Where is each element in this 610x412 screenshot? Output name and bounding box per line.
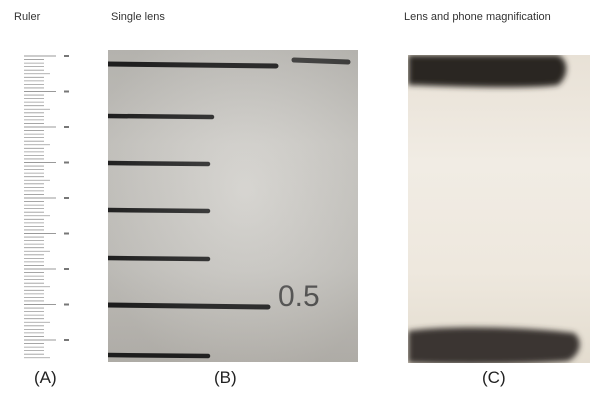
ruler-number-mark xyxy=(64,197,69,199)
lens-ruler-marks: 0.5 xyxy=(108,57,351,359)
ruler-number-mark xyxy=(64,339,69,341)
ruler-image xyxy=(20,50,78,362)
tick-mark xyxy=(108,302,271,310)
ruler-number-mark xyxy=(64,55,69,57)
tick-mark xyxy=(108,113,215,120)
caption-a: (A) xyxy=(34,368,57,387)
lens-phone-title: Lens and phone magnification xyxy=(404,11,551,23)
bottom-mark xyxy=(408,327,580,363)
ruler-number-mark xyxy=(64,268,69,270)
ruler-number-mark xyxy=(64,161,69,164)
single-lens-image: 0.5 xyxy=(108,50,358,362)
top-mark xyxy=(408,55,567,88)
tick-mark xyxy=(108,160,211,167)
ruler-number-mark xyxy=(64,90,69,93)
ruler-title: Ruler xyxy=(14,11,41,23)
tick-mark xyxy=(108,255,211,262)
ruler-number-mark xyxy=(64,232,69,235)
tick-mark xyxy=(108,207,211,214)
ruler-number-mark xyxy=(64,303,69,306)
magnified-marks xyxy=(408,55,580,363)
tick-mark xyxy=(108,61,279,69)
tick-mark xyxy=(108,352,211,359)
single-lens-title: Single lens xyxy=(111,11,165,23)
scale-label: 0.5 xyxy=(278,280,320,313)
tick-mark xyxy=(291,57,351,65)
ruler-number-mark xyxy=(64,126,69,128)
caption-b: (B) xyxy=(214,368,237,387)
ruler-ticks xyxy=(24,55,69,359)
lens-phone-image xyxy=(408,55,590,363)
caption-c: (C) xyxy=(482,368,506,387)
